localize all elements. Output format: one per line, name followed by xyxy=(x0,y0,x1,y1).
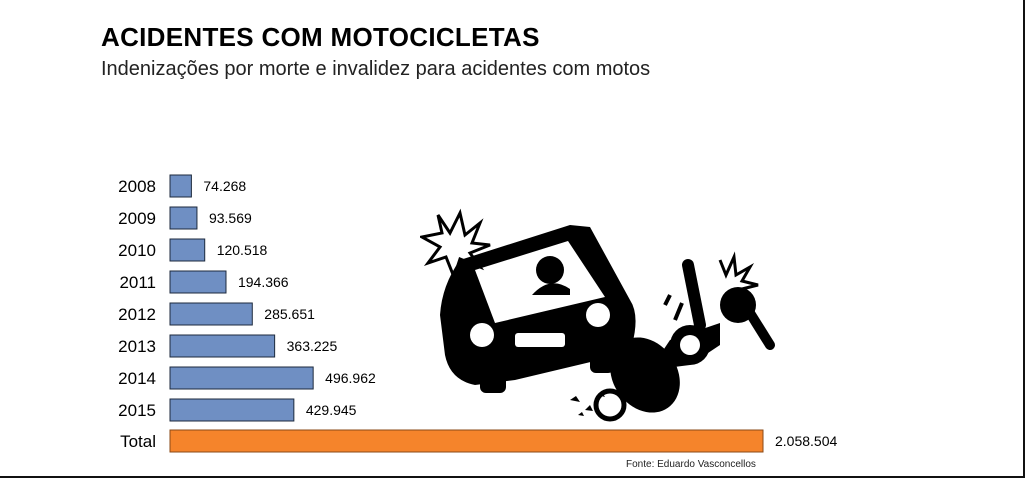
category-label-2010: 2010 xyxy=(118,241,156,260)
bar-2009 xyxy=(169,206,198,230)
category-label-2012: 2012 xyxy=(118,305,156,324)
bar-total xyxy=(169,429,764,453)
value-label-2014: 496.962 xyxy=(325,370,376,386)
value-label-2013: 363.225 xyxy=(287,338,338,354)
category-label-2015: 2015 xyxy=(118,401,156,420)
value-label-total: 2.058.504 xyxy=(775,433,837,449)
bar-2008 xyxy=(169,174,192,198)
value-label-2009: 93.569 xyxy=(209,210,252,226)
chart-title: ACIDENTES COM MOTOCICLETAS xyxy=(101,22,540,52)
value-label-2015: 429.945 xyxy=(306,402,357,418)
category-label-2009: 2009 xyxy=(118,209,156,228)
bar-2011 xyxy=(169,270,227,294)
category-label-2014: 2014 xyxy=(118,369,156,388)
category-label-2013: 2013 xyxy=(118,337,156,356)
chart-subtitle: Indenizações por morte e invalidez para … xyxy=(101,58,651,80)
category-label-2011: 2011 xyxy=(119,273,156,292)
chart-source: Fonte: Eduardo Vasconcellos xyxy=(626,459,756,470)
category-label-total: Total xyxy=(120,432,156,451)
value-label-2010: 120.518 xyxy=(217,242,268,258)
category-label-2008: 2008 xyxy=(118,177,156,196)
bar-2012 xyxy=(169,302,253,326)
bar-2014 xyxy=(169,366,314,390)
bar-2010 xyxy=(169,238,206,262)
bar-2013 xyxy=(169,334,276,358)
car-crash-motorcycle-icon xyxy=(420,208,775,422)
value-label-2008: 74.268 xyxy=(203,178,246,194)
bar-2015 xyxy=(169,398,295,422)
value-label-2012: 285.651 xyxy=(264,306,315,322)
value-label-2011: 194.366 xyxy=(238,274,289,290)
